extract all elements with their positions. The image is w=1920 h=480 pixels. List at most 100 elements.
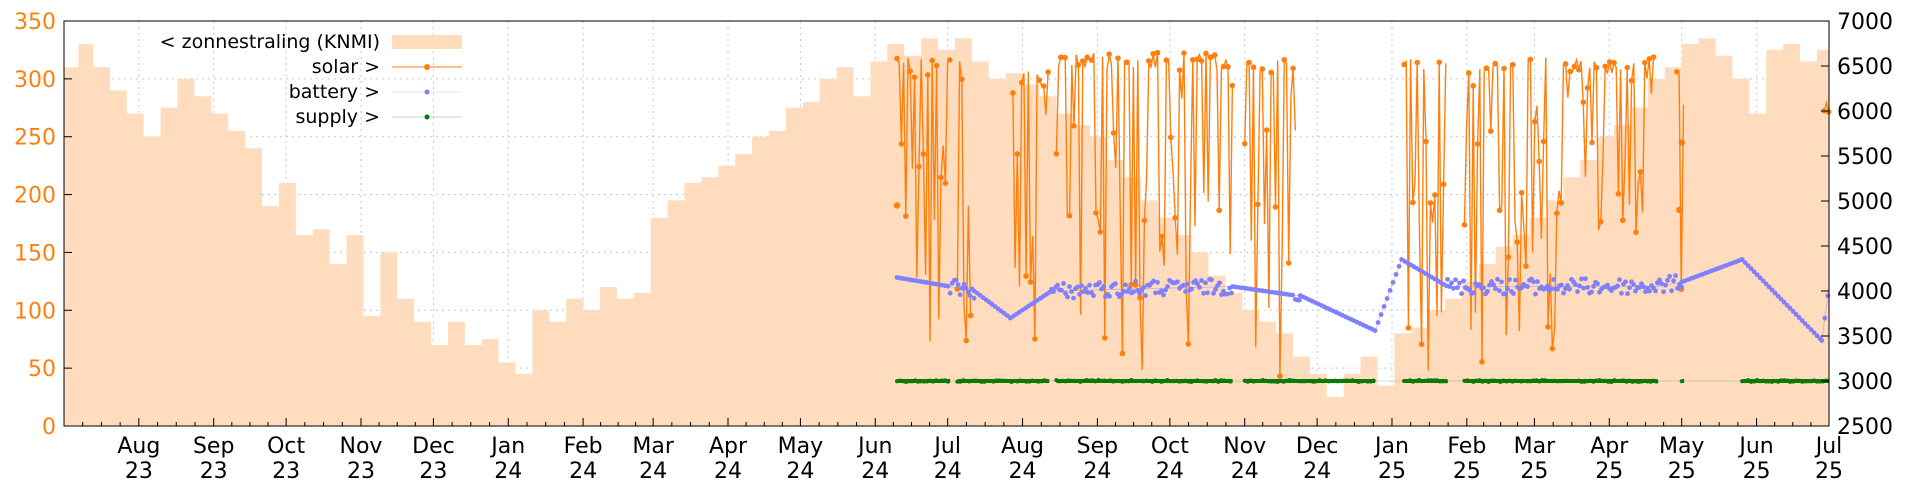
solar-point	[1510, 61, 1516, 68]
solar-point	[1479, 359, 1485, 365]
supply-point	[973, 378, 978, 383]
supply-point	[1525, 379, 1530, 384]
supply-point	[943, 378, 948, 383]
x-tick-month-label: Feb	[1447, 434, 1486, 459]
supply-point	[1411, 379, 1416, 384]
supply-point	[1338, 378, 1343, 383]
solar-point	[1071, 123, 1077, 129]
supply-point	[964, 378, 969, 383]
battery-point	[1567, 286, 1572, 292]
x-tick-month-label: Aug	[117, 434, 160, 459]
supply-point	[922, 379, 927, 384]
supply-point	[1350, 378, 1355, 383]
solar-point	[920, 151, 927, 157]
right-tick-label: 6000	[1837, 100, 1893, 125]
supply-point	[1066, 378, 1071, 383]
battery-point	[953, 277, 959, 283]
supply-point	[1311, 379, 1316, 384]
supply-point	[1519, 379, 1524, 384]
solar-point	[1545, 324, 1551, 330]
battery-point	[1185, 281, 1190, 287]
solar-point	[1514, 239, 1521, 245]
supply-point	[1465, 378, 1470, 383]
solar-point	[1084, 54, 1090, 61]
x-tick-year-label: 25	[1595, 459, 1623, 480]
solar-point	[1606, 59, 1613, 65]
solar-point	[1189, 56, 1196, 63]
supply-point	[1177, 379, 1182, 384]
battery-point	[1133, 278, 1138, 284]
battery-point	[1396, 263, 1402, 269]
solar-point	[925, 72, 931, 78]
battery-point	[1390, 280, 1396, 285]
solar-segment-line	[1244, 57, 1296, 377]
x-tick-year-label: 24	[786, 459, 814, 480]
x-tick-month-label: Jul	[932, 434, 961, 459]
solar-point	[1501, 65, 1507, 72]
solar-point	[1567, 68, 1573, 75]
right-tick-label: 3500	[1837, 325, 1893, 350]
battery-point	[1065, 294, 1070, 300]
battery-point	[1372, 328, 1378, 333]
supply-point	[1156, 379, 1161, 384]
supply-point	[1615, 378, 1620, 383]
supply-point	[979, 379, 984, 384]
solar-point	[1427, 200, 1434, 206]
supply-point	[1368, 379, 1373, 384]
battery-point	[1485, 288, 1490, 294]
battery-point	[1615, 283, 1620, 289]
supply-point	[1096, 378, 1101, 383]
supply-point	[1006, 379, 1011, 384]
supply-point	[1207, 379, 1212, 384]
supply-point	[1516, 379, 1521, 384]
battery-point	[1461, 278, 1466, 284]
battery-point	[1131, 289, 1136, 295]
battery-point	[1195, 281, 1200, 287]
supply-point	[1248, 378, 1253, 383]
supply-point	[1138, 379, 1143, 384]
supply-point	[1420, 379, 1425, 384]
battery-point	[945, 283, 951, 289]
solar-point	[1602, 63, 1609, 70]
x-tick-year-label: 24	[861, 459, 889, 480]
x-tick-year-label: 25	[1743, 459, 1771, 480]
x-tick-month-label: Dec	[412, 434, 455, 459]
legend-label: battery >	[289, 81, 380, 103]
supply-point	[1021, 378, 1026, 383]
solar-point	[1023, 273, 1029, 279]
solar-point	[1540, 138, 1547, 145]
supply-point	[1189, 379, 1194, 384]
x-tick-month-label: Jan	[1373, 434, 1409, 459]
supply-point	[1743, 379, 1748, 384]
battery-point	[1497, 288, 1502, 294]
x-tick-month-label: Aug	[1001, 434, 1044, 459]
battery-point	[1669, 288, 1674, 294]
supply-point	[1573, 379, 1578, 384]
x-tick-month-label: Nov	[1223, 434, 1266, 459]
solar-point	[1483, 65, 1490, 71]
supply-point	[1129, 378, 1134, 383]
battery-point	[1083, 285, 1088, 291]
supply-point	[1081, 378, 1086, 383]
solar-point	[1194, 56, 1200, 63]
supply-point	[1213, 378, 1218, 383]
solar-point	[911, 74, 918, 81]
solar-point	[1576, 67, 1582, 73]
battery-point	[1511, 291, 1516, 296]
battery-point	[1671, 278, 1676, 284]
solar-point	[1263, 127, 1270, 133]
battery-point	[1623, 279, 1628, 285]
solar-point	[1229, 82, 1236, 89]
x-tick-month-label: Jan	[489, 434, 525, 459]
supply-point	[1507, 378, 1512, 383]
x-tick-year-label: 24	[714, 459, 742, 480]
solar-point	[1132, 282, 1139, 288]
solar-point	[1018, 79, 1025, 86]
supply-point	[1495, 379, 1500, 384]
supply-point	[1510, 379, 1515, 384]
battery-point	[1802, 321, 1808, 326]
supply-point	[1287, 378, 1292, 383]
supply-point	[1111, 379, 1116, 384]
supply-point	[1597, 378, 1602, 383]
solar-point	[1137, 295, 1143, 301]
